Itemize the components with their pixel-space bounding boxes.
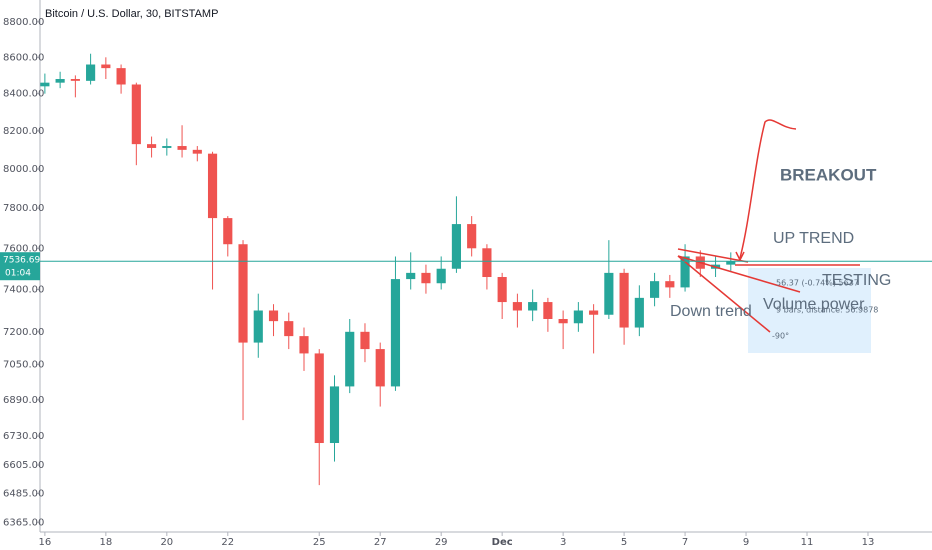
candle-body bbox=[543, 302, 553, 319]
candle-body bbox=[558, 318, 568, 324]
down-trend-line bbox=[677, 255, 801, 293]
x-tick-label: 16 bbox=[39, 537, 52, 548]
breakout-arrow bbox=[739, 119, 797, 259]
candle-body bbox=[512, 302, 522, 311]
annotation: TESTING bbox=[822, 272, 891, 289]
candle-body bbox=[528, 302, 538, 311]
candle-body bbox=[116, 68, 126, 85]
candle-body bbox=[207, 153, 218, 219]
candle-body bbox=[634, 297, 644, 328]
candle-body bbox=[162, 146, 172, 148]
candle-body bbox=[497, 277, 507, 303]
candle-body bbox=[406, 272, 416, 280]
price-label: 7536.69 bbox=[3, 256, 40, 266]
y-tick-label: 6890.00 bbox=[3, 395, 44, 406]
y-tick-label: 7800.00 bbox=[3, 203, 44, 214]
candle-body bbox=[345, 331, 355, 387]
x-tick-label: 3 bbox=[560, 537, 566, 548]
annotation: BREAKOUT bbox=[780, 165, 877, 184]
candle-body bbox=[314, 353, 324, 444]
measure-text: -90° bbox=[772, 332, 789, 341]
annotation: Down trend bbox=[670, 303, 752, 320]
x-tick-label: 9 bbox=[743, 537, 749, 548]
x-tick-label: 20 bbox=[160, 537, 173, 548]
y-tick-label: 6485.00 bbox=[3, 488, 44, 499]
candle-body bbox=[390, 279, 401, 387]
y-tick-label: 6605.00 bbox=[3, 460, 44, 471]
candle-body bbox=[482, 248, 492, 278]
chart-title: Bitcoin / U.S. Dollar, 30, BITSTAMP bbox=[45, 8, 218, 20]
annotation: Volume power bbox=[763, 296, 865, 313]
x-tick-label: 11 bbox=[801, 537, 814, 548]
candle-body bbox=[177, 146, 187, 150]
candle-body bbox=[147, 144, 157, 148]
candle-body bbox=[604, 272, 614, 315]
y-tick-label: 7200.00 bbox=[3, 327, 44, 338]
y-tick-label: 7050.00 bbox=[3, 359, 44, 370]
candle-body bbox=[360, 331, 370, 350]
candle-body bbox=[589, 310, 599, 315]
down-trend-line bbox=[677, 255, 771, 333]
candle-body bbox=[131, 84, 141, 145]
measure-text: 56.37 (-0.74%) 5637 bbox=[776, 279, 859, 288]
candle-body bbox=[40, 82, 50, 87]
measure-text: 9 bars, distance: 56.9878 bbox=[776, 306, 878, 315]
candle-body bbox=[223, 218, 233, 245]
candle-body bbox=[680, 256, 690, 288]
candle-body bbox=[55, 79, 65, 83]
countdown: 01:04 bbox=[5, 269, 31, 279]
trend-line bbox=[677, 248, 749, 263]
y-tick-label: 8200.00 bbox=[3, 126, 44, 137]
candle-body bbox=[726, 261, 736, 265]
x-tick-label: 18 bbox=[99, 537, 112, 548]
plot bbox=[40, 53, 736, 486]
y-tick-label: 7400.00 bbox=[3, 284, 44, 295]
candle-body bbox=[436, 268, 446, 284]
drawings bbox=[677, 119, 860, 333]
candle-body bbox=[299, 336, 309, 354]
candle-body bbox=[467, 224, 477, 249]
candle-body bbox=[329, 386, 340, 444]
arrow-head bbox=[735, 251, 745, 262]
x-tick-label: 27 bbox=[374, 537, 387, 548]
price-tag bbox=[0, 252, 40, 281]
x-tick-label: 22 bbox=[221, 537, 234, 548]
y-tick-label: 7600.00 bbox=[3, 243, 44, 254]
x-tick-label: 29 bbox=[435, 537, 448, 548]
y-tick-label: 6730.00 bbox=[3, 431, 44, 442]
candle-body bbox=[284, 321, 294, 337]
candle-body bbox=[665, 281, 675, 288]
candle-body bbox=[238, 244, 248, 343]
y-tick-label: 8600.00 bbox=[3, 52, 44, 63]
candle-body bbox=[375, 349, 385, 387]
candle-body bbox=[650, 281, 660, 298]
annotation: UP TREND bbox=[773, 230, 854, 247]
candle-body bbox=[253, 310, 263, 343]
candle-body bbox=[268, 310, 279, 322]
candle-body bbox=[70, 79, 80, 81]
candle-body bbox=[192, 149, 202, 154]
candle-body bbox=[421, 272, 431, 284]
x-tick-label: 25 bbox=[313, 537, 326, 548]
y-tick-label: 8000.00 bbox=[3, 164, 44, 175]
x-tick-label: 13 bbox=[862, 537, 875, 548]
candle-body bbox=[619, 272, 629, 328]
x-tick-label: Dec bbox=[492, 537, 513, 548]
x-tick-label: 5 bbox=[621, 537, 627, 548]
y-tick-label: 6365.00 bbox=[3, 517, 44, 528]
candle-body bbox=[451, 224, 462, 269]
y-tick-label: 8800.00 bbox=[3, 17, 44, 28]
candle-body bbox=[101, 64, 111, 69]
y-tick-label: 8400.00 bbox=[3, 89, 44, 100]
candle-body bbox=[573, 310, 583, 324]
candle-body bbox=[86, 64, 96, 81]
x-tick-label: 7 bbox=[682, 537, 688, 548]
